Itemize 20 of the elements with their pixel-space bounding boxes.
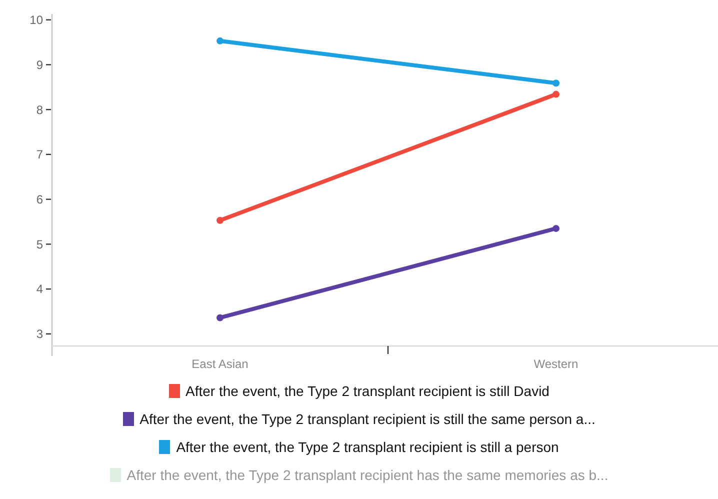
y-tick-label: 8 (36, 102, 44, 117)
point (552, 224, 560, 232)
point (552, 80, 560, 87)
point (552, 90, 560, 98)
y-tick-label: 7 (36, 148, 44, 162)
legend-label: After the event, the Type 2 transplant recipient is still the same person a... (140, 411, 596, 427)
x-tick-label: Western (534, 357, 578, 371)
x-tick-label: East Asian (192, 357, 248, 371)
legend-label: After the event, the Type 2 transplant recipient is still a person (176, 439, 559, 455)
point (216, 314, 224, 322)
y-tick-label: 5 (36, 237, 44, 252)
point (216, 37, 224, 44)
legend-label: After the event, the Type 2 transplant recipient has the same memories as b... (126, 467, 608, 483)
y-tick-label: 3 (36, 327, 44, 342)
y-tick-label: 10 (30, 13, 44, 28)
point (216, 216, 224, 224)
legend-label: After the event, the Type 2 transplant recipient is still David (186, 383, 550, 399)
y-tick-label: 6 (36, 192, 44, 206)
y-tick-label: 4 (36, 282, 44, 296)
y-tick-label: 9 (36, 58, 44, 72)
